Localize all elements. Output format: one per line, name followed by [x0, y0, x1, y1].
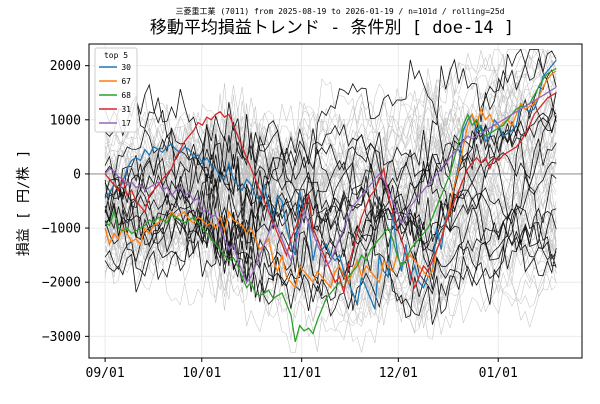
- background-line: [104, 49, 557, 310]
- background-line: [104, 146, 557, 333]
- background-line: [104, 91, 557, 269]
- series-line-67: [104, 70, 557, 290]
- background-line: [104, 134, 557, 274]
- x-tick-label: 12/01: [379, 366, 418, 381]
- background-line: [104, 59, 557, 284]
- y-tick-label: 0: [73, 167, 81, 182]
- y-axis-label: 損益 [ 円/株 ]: [16, 150, 32, 257]
- background-line: [104, 138, 557, 319]
- chart-title: 移動平均損益トレンド - 条件別 [ doe-14 ]: [150, 18, 514, 38]
- background-line: [104, 185, 557, 282]
- background-line: [104, 107, 557, 258]
- background-line: [104, 56, 557, 280]
- background-line: [104, 125, 557, 318]
- series-line-68: [104, 67, 557, 342]
- legend: top 5 30 67 68 31 17: [94, 47, 138, 133]
- background-line: [104, 92, 557, 319]
- x-tick-label: 10/01: [182, 366, 221, 381]
- background-line: [104, 86, 557, 307]
- background-line: [104, 95, 557, 260]
- y-tick-label: −1000: [42, 222, 81, 237]
- background-line: [104, 115, 557, 327]
- background-line: [104, 159, 557, 303]
- y-tick-label: −3000: [42, 330, 81, 345]
- legend-box: [94, 47, 138, 133]
- legend-label-30: 30: [121, 63, 131, 72]
- background-line: [104, 69, 557, 325]
- background-lines: [104, 48, 557, 353]
- background-line: [104, 54, 557, 264]
- y-tick-label: −2000: [42, 276, 81, 291]
- series-line-17: [104, 86, 557, 284]
- series-line-30: [104, 59, 557, 310]
- legend-label-17: 17: [121, 119, 131, 128]
- legend-title: top 5: [104, 51, 128, 60]
- background-line: [104, 151, 557, 278]
- background-line: [104, 92, 557, 280]
- legend-label-67: 67: [121, 77, 131, 86]
- plot-frame: [88, 43, 583, 359]
- background-line: [104, 130, 557, 313]
- y-tick-label: 1000: [50, 113, 81, 128]
- legend-label-68: 68: [121, 91, 131, 100]
- series-lines: [104, 59, 557, 342]
- background-line: [104, 125, 557, 296]
- x-tick-label: 01/01: [479, 366, 518, 381]
- background-line: [104, 159, 557, 311]
- background-line: [104, 115, 557, 261]
- x-tick-label: 11/01: [282, 366, 321, 381]
- chart-subtitle: 三菱重工業 (7011) from 2025-08-19 to 2026-01-…: [176, 6, 505, 16]
- axes: 09/01 10/01 11/01 12/01 01/01 2000 1000 0 −1000 −…: [42, 59, 518, 381]
- background-line: [104, 129, 557, 303]
- y-tick-label: 2000: [50, 59, 81, 74]
- background-line: [104, 128, 557, 265]
- background-line: [104, 153, 557, 315]
- background-line: [104, 109, 557, 260]
- series-line-31: [104, 92, 557, 294]
- x-tick-label: 09/01: [86, 366, 125, 381]
- legend-label-31: 31: [121, 105, 131, 114]
